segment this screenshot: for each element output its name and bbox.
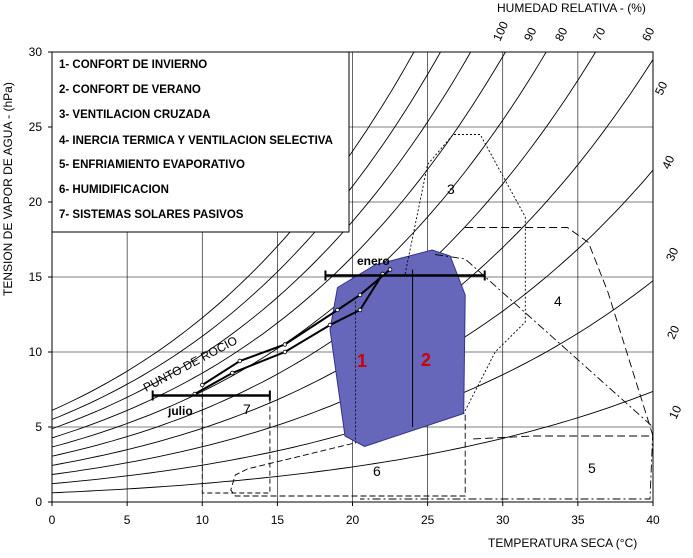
y-tick-label: 5 [35, 420, 42, 434]
series-point [387, 267, 393, 272]
rh-curve [52, 169, 653, 475]
zone-label-6: 6 [373, 463, 381, 479]
series-point [357, 292, 363, 298]
series-point [357, 307, 363, 313]
legend-item-2: 2- CONFORT DE VERANO [59, 84, 201, 96]
rh-curve [52, 390, 653, 494]
x-tick-label: 15 [271, 513, 285, 527]
x-tick-label: 10 [196, 513, 210, 527]
y-tick-label: 30 [29, 45, 43, 59]
zone-label-1: 1 [357, 351, 367, 371]
rh-curve [52, 52, 506, 439]
rh-label-10: 10 [666, 403, 684, 421]
x-tick-label: 40 [646, 513, 660, 527]
series-point [230, 370, 235, 376]
series-point [282, 349, 288, 355]
rh-label-30: 30 [663, 245, 681, 263]
rh-label-20: 20 [664, 323, 682, 341]
legend-item-5: 5- ENFRIAMIENTO EVAPORATIVO [59, 159, 245, 171]
zone-label-4: 4 [554, 293, 562, 309]
y-tick-label: 25 [29, 120, 43, 134]
x-tick-label: 0 [49, 513, 56, 527]
enero-label: enero [357, 254, 390, 268]
rh-label-60: 60 [639, 25, 657, 43]
series-line-upper [201, 268, 391, 386]
dew-point-label: PUNTO DE ROCIO [141, 333, 240, 394]
rh-curve [52, 58, 653, 466]
legend-item-6: 6- HUMIDIFICACION [59, 184, 169, 196]
y-axis-title: TENSION DE VAPOR DE AGUA - (hPa) [1, 82, 15, 296]
y-tick-label: 15 [29, 270, 43, 284]
rh-label-50: 50 [652, 79, 670, 97]
rh-label-80: 80 [552, 25, 570, 43]
zone-label-2: 2 [421, 350, 431, 370]
rh-curve [52, 280, 653, 485]
rh-curve [52, 52, 597, 457]
x-tick-label: 5 [124, 513, 131, 527]
series-point [335, 307, 340, 313]
rh-label-90: 90 [521, 25, 539, 43]
rh-curve [52, 52, 442, 420]
rh-label-40: 40 [659, 153, 677, 171]
rh-label-100: 100 [490, 19, 511, 43]
zone-outlines [201, 134, 654, 500]
rh-label-70: 70 [590, 25, 608, 43]
zone-3-outline [404, 134, 526, 414]
y-tick-label: 0 [35, 495, 42, 509]
legend-item-3: 3- VENTILACION CRUZADA [59, 109, 210, 121]
julio-label: julio [167, 404, 193, 418]
y-tick-label: 20 [29, 195, 43, 209]
x-axis-title: TEMPERATURA SECA (°C) [488, 536, 637, 550]
zone-4-outline [465, 227, 654, 440]
y-tick-label: 10 [29, 345, 43, 359]
series-point [327, 322, 333, 328]
x-tick-label: 20 [346, 513, 360, 527]
climate-lines [151, 267, 486, 401]
zone-label-7: 7 [243, 401, 251, 417]
legend-item-7: 7- SISTEMAS SOLARES PASIVOS [59, 209, 244, 221]
series-point [237, 358, 243, 364]
comfort-zone-fill [329, 249, 466, 448]
x-tick-label: 35 [571, 513, 585, 527]
legend-item-1: 1- CONFORT DE INVIERNO [59, 59, 207, 71]
rh-curve [52, 52, 472, 430]
x-tick-label: 30 [496, 513, 510, 527]
series-point [282, 342, 288, 347]
zone-5-outline [360, 254, 654, 500]
legend-box [51, 51, 350, 233]
legend: 1- CONFORT DE INVIERNO 2- CONFORT DE VER… [59, 59, 333, 221]
series-point [200, 382, 205, 388]
legend-item-4: 4- INERCIA TERMICA Y VENTILACION SELECTI… [59, 135, 333, 147]
zone-label-3: 3 [447, 181, 455, 197]
series-line-lower [194, 273, 384, 395]
zone-7-outline [201, 394, 271, 494]
x-tick-label: 25 [421, 513, 435, 527]
zone-6-outline [230, 413, 466, 497]
zone-label-5: 5 [588, 460, 596, 476]
subtitle-rh: HUMEDAD RELATIVA - (%) [497, 1, 646, 15]
